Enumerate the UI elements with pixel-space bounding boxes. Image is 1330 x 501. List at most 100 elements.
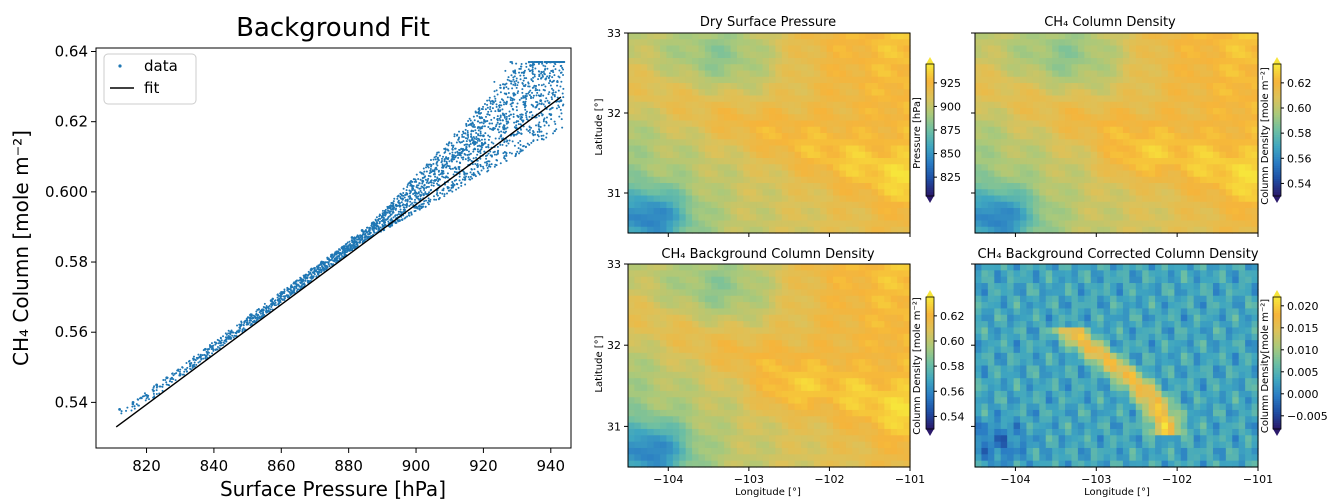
heatmap-cell	[736, 164, 744, 172]
data-point	[525, 98, 528, 101]
data-point	[501, 143, 504, 146]
heatmap-cell	[897, 189, 905, 197]
heatmap-cell	[987, 126, 995, 134]
heatmap-cell	[1103, 33, 1111, 40]
data-point	[540, 130, 543, 133]
data-point	[532, 130, 535, 133]
heatmap-cell	[749, 158, 757, 165]
colorbar-extend-min	[926, 196, 934, 203]
data-point	[562, 74, 565, 77]
data-point	[384, 208, 387, 211]
heatmap-cell	[1065, 133, 1073, 140]
data-point	[437, 183, 440, 186]
heatmap-cell	[1090, 201, 1098, 209]
heatmap-cell	[794, 101, 802, 109]
data-point	[341, 248, 344, 251]
heatmap-cell	[1122, 226, 1130, 234]
heatmap-cell	[756, 64, 764, 72]
data-point	[548, 75, 551, 78]
heatmap-cell	[660, 58, 668, 65]
data-point	[479, 152, 482, 155]
heatmap-cell	[1110, 201, 1118, 209]
heatmap-cell	[1084, 220, 1092, 228]
heatmap-cell	[724, 70, 732, 78]
heatmap-cell	[1110, 120, 1118, 128]
data-point	[421, 179, 424, 182]
heatmap-cell	[1000, 145, 1008, 153]
y-tick-label: 0.600	[45, 183, 88, 201]
data-point	[193, 365, 196, 368]
heatmap-cell	[711, 95, 719, 103]
data-point	[489, 102, 492, 105]
heatmap-cell	[1007, 201, 1015, 209]
heatmap-cell	[897, 58, 905, 65]
heatmap-cell	[858, 89, 866, 97]
heatmap-cell	[1052, 189, 1060, 197]
heatmap-cell	[749, 45, 757, 53]
data-point	[489, 150, 492, 153]
heatmap-cell	[679, 133, 687, 140]
heatmap-cell	[903, 33, 911, 40]
data-point	[377, 228, 380, 231]
data-point	[445, 156, 448, 159]
data-point	[547, 93, 550, 96]
heatmap-cell	[813, 208, 821, 215]
heatmap-cell	[884, 158, 892, 165]
data-point	[489, 106, 492, 109]
heatmap-cell	[877, 51, 885, 59]
data-point	[475, 141, 478, 144]
data-point	[152, 386, 155, 389]
data-point	[282, 298, 285, 301]
colorbar-segment	[926, 90, 934, 94]
heatmap-cell	[679, 45, 687, 53]
heatmap-cell	[640, 164, 648, 172]
heatmap-cell	[704, 226, 712, 234]
data-point	[321, 267, 324, 270]
heatmap-cell	[756, 83, 764, 90]
data-point	[514, 72, 517, 75]
heatmap-cell	[826, 151, 834, 159]
data-point	[538, 73, 541, 76]
heatmap-cell	[1013, 108, 1021, 115]
data-point	[493, 127, 496, 130]
data-point	[538, 102, 541, 105]
data-point	[419, 197, 422, 200]
data-point	[436, 182, 439, 185]
heatmap-cell	[858, 64, 866, 72]
data-point	[271, 300, 274, 303]
heatmap-cell	[801, 164, 809, 172]
heatmap-cell	[890, 76, 898, 84]
heatmap-cell	[1110, 170, 1118, 178]
heatmap-cell	[1058, 45, 1066, 53]
heatmap-cell	[672, 120, 680, 128]
heatmap-cell	[666, 89, 674, 97]
heatmap-cell	[1020, 176, 1028, 184]
heatmap-cell	[871, 189, 879, 197]
heatmap-cell	[1020, 95, 1028, 103]
heatmap-cell	[903, 101, 911, 109]
heatmap-cell	[884, 120, 892, 128]
heatmap-cell	[820, 64, 828, 72]
heatmap-cell	[672, 183, 680, 190]
heatmap-cell	[994, 145, 1002, 153]
data-point	[430, 184, 433, 187]
heatmap-cell	[1032, 226, 1040, 234]
data-point	[471, 125, 474, 128]
heatmap-cell	[736, 189, 744, 197]
heatmap-cell	[1090, 101, 1098, 109]
data-point	[433, 179, 436, 182]
heatmap-cell	[839, 89, 847, 97]
heatmap-cell	[692, 120, 700, 128]
heatmap-cell	[1084, 64, 1092, 72]
data-point	[549, 61, 552, 64]
data-point	[486, 113, 489, 116]
heatmap-cell	[858, 126, 866, 134]
data-point	[467, 133, 470, 136]
data-point	[422, 186, 425, 189]
data-point	[332, 259, 335, 262]
heatmap-cell	[1052, 195, 1060, 203]
heatmap-cell	[877, 64, 885, 72]
data-point	[464, 158, 467, 161]
heatmap-cell	[692, 89, 700, 97]
heatmap-cell	[647, 45, 655, 53]
